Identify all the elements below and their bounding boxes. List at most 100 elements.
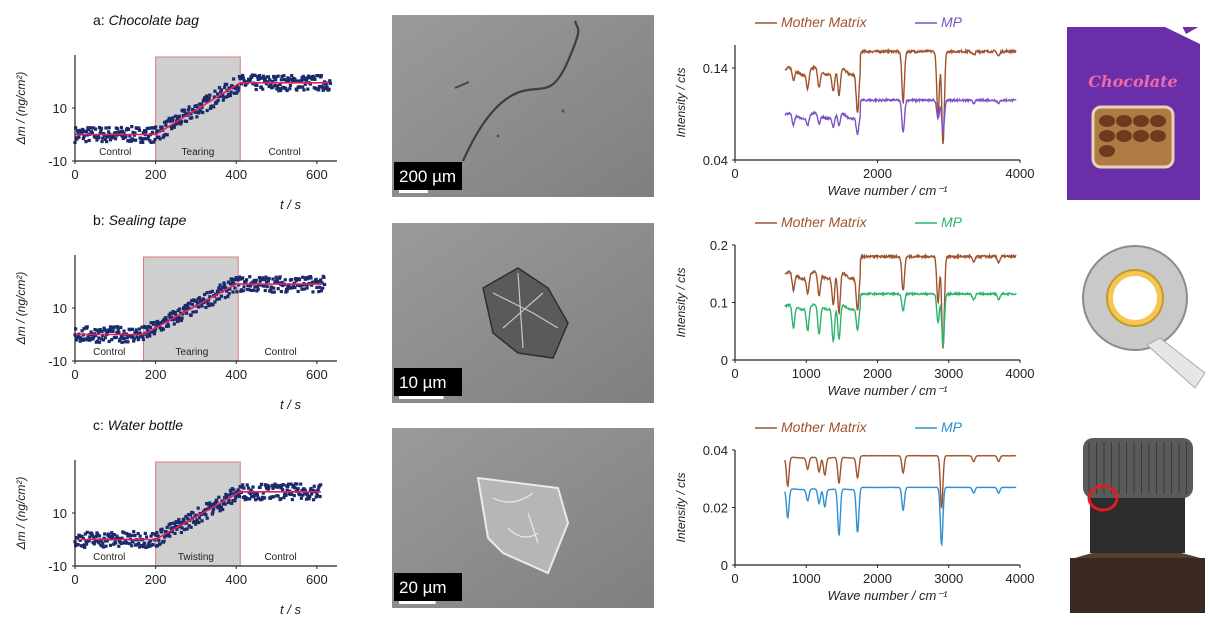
series-line [784,47,1017,145]
y-tick-label: -10 [48,154,67,169]
x-tick-label: 1000 [792,366,821,381]
data-point [292,483,296,488]
data-point [283,492,287,496]
data-point [233,87,238,91]
data-point [146,134,151,139]
data-point [280,280,284,285]
data-point [252,288,256,292]
data-point [98,327,102,332]
data-point [235,91,239,95]
data-point [253,498,258,502]
data-point [309,486,313,491]
data-point [218,283,222,287]
data-point [237,492,241,496]
data-point [166,322,170,326]
data-point [161,135,165,139]
data-point [226,280,231,284]
data-point [154,125,158,129]
data-point [230,279,234,284]
data-point [235,490,239,494]
data-point [228,282,233,286]
data-point [197,111,201,115]
data-point [97,125,102,130]
data-point [235,290,239,294]
data-point [252,278,256,283]
panel-row-0: a: Chocolate bag Control Tearing Control 0 20… [14,12,1200,212]
data-point [123,340,127,344]
chocolate-piece [1150,130,1166,142]
data-point [255,75,260,79]
photo-tape [1082,245,1206,389]
data-point [164,324,169,328]
data-point [250,73,254,77]
data-point [74,338,78,342]
data-point [173,531,177,535]
data-point [122,131,126,135]
data-point [250,494,254,499]
data-point [258,76,262,80]
data-point [97,541,101,545]
data-point [297,79,301,84]
data-point [179,318,184,323]
data-point [201,110,205,115]
data-point [143,531,147,536]
data-point [187,306,191,310]
data-point [305,491,309,495]
data-point [232,492,236,496]
data-point [211,510,215,514]
data-point [174,312,178,316]
scale-label-box [394,573,462,601]
data-point [148,138,152,143]
data-point [86,126,90,130]
data-point [228,93,233,98]
data-point [92,542,96,546]
data-point [119,325,123,330]
legend-label: Mother Matrix [781,214,868,230]
data-point [171,116,175,120]
y-tick-label: 10 [53,506,67,521]
data-point [248,275,252,279]
data-point [301,493,305,497]
highlight-circle [1087,484,1119,512]
data-point [301,74,305,78]
data-point [82,134,86,139]
data-point [302,287,307,291]
data-point [92,335,96,339]
data-point [177,517,181,522]
x-tick-label: 0 [731,366,738,381]
data-point [119,541,124,545]
data-point [164,316,168,320]
data-point [219,287,223,291]
data-point [92,126,96,130]
data-point [151,542,155,547]
data-point [277,89,281,93]
data-point [289,482,293,486]
data-point [237,283,241,287]
data-point [277,87,282,91]
data-point [262,284,266,288]
data-point [75,536,80,540]
data-point [305,286,309,290]
data-point [123,541,127,545]
data-point [217,86,222,90]
data-point [200,519,204,523]
data-point [218,94,222,98]
data-point [263,288,267,293]
data-point [123,336,127,340]
data-point [266,487,271,491]
data-point [78,339,82,343]
data-point [137,541,141,546]
mass-chart-title: a: Chocolate bag [93,12,199,28]
data-point [275,279,280,283]
data-point [270,495,274,499]
data-point [171,309,175,314]
data-point [267,485,271,489]
data-point [170,311,174,315]
mass-chart-title: b: Sealing tape [93,212,187,228]
data-point [158,542,162,546]
data-point [263,77,267,82]
data-point [152,140,156,144]
data-point [279,88,283,93]
data-point [319,278,323,282]
data-point [264,484,268,488]
